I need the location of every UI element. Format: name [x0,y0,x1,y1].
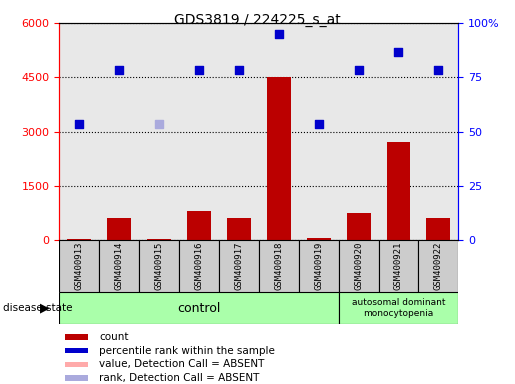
Text: GSM400919: GSM400919 [314,242,323,290]
Bar [187,211,211,240]
Bar [347,213,370,240]
Bar [139,240,179,292]
Bar [386,142,410,240]
Bar [67,239,91,240]
Bar [267,77,290,240]
Text: percentile rank within the sample: percentile rank within the sample [99,346,275,356]
Text: GSM400913: GSM400913 [75,242,83,290]
Bar [307,238,331,240]
Bar [65,334,88,340]
Point [155,121,163,127]
Text: control: control [177,302,220,314]
Point [235,67,243,73]
Point [394,49,403,55]
Point [75,121,83,127]
Bar [227,218,251,240]
Point [354,67,363,73]
Bar [99,240,139,292]
Bar [59,292,339,324]
Text: GSM400922: GSM400922 [434,242,443,290]
Bar [65,362,88,367]
Bar [147,239,171,240]
Text: GSM400918: GSM400918 [274,242,283,290]
Point [434,67,442,73]
Bar [379,240,418,292]
Bar [426,218,450,240]
Text: GSM400916: GSM400916 [195,242,203,290]
Text: GSM400920: GSM400920 [354,242,363,290]
Bar [59,240,99,292]
Text: value, Detection Call = ABSENT: value, Detection Call = ABSENT [99,359,265,369]
Point [115,67,123,73]
Text: GDS3819 / 224225_s_at: GDS3819 / 224225_s_at [174,13,341,27]
Bar [179,240,219,292]
Point [274,31,283,37]
Bar [259,240,299,292]
Bar [219,240,259,292]
Text: GSM400914: GSM400914 [115,242,124,290]
Bar [107,218,131,240]
Text: GSM400915: GSM400915 [154,242,163,290]
Text: GSM400917: GSM400917 [234,242,243,290]
Point [315,121,323,127]
Bar [65,348,88,353]
Text: GSM400921: GSM400921 [394,242,403,290]
Text: rank, Detection Call = ABSENT: rank, Detection Call = ABSENT [99,373,260,383]
Bar [418,240,458,292]
Point [195,67,203,73]
Text: disease state: disease state [3,303,72,313]
Text: autosomal dominant
monocytopenia: autosomal dominant monocytopenia [352,298,445,318]
Bar [65,376,88,381]
Bar [299,240,339,292]
Text: count: count [99,332,129,342]
Bar [339,292,458,324]
Bar [339,240,379,292]
Text: ▶: ▶ [40,302,50,315]
